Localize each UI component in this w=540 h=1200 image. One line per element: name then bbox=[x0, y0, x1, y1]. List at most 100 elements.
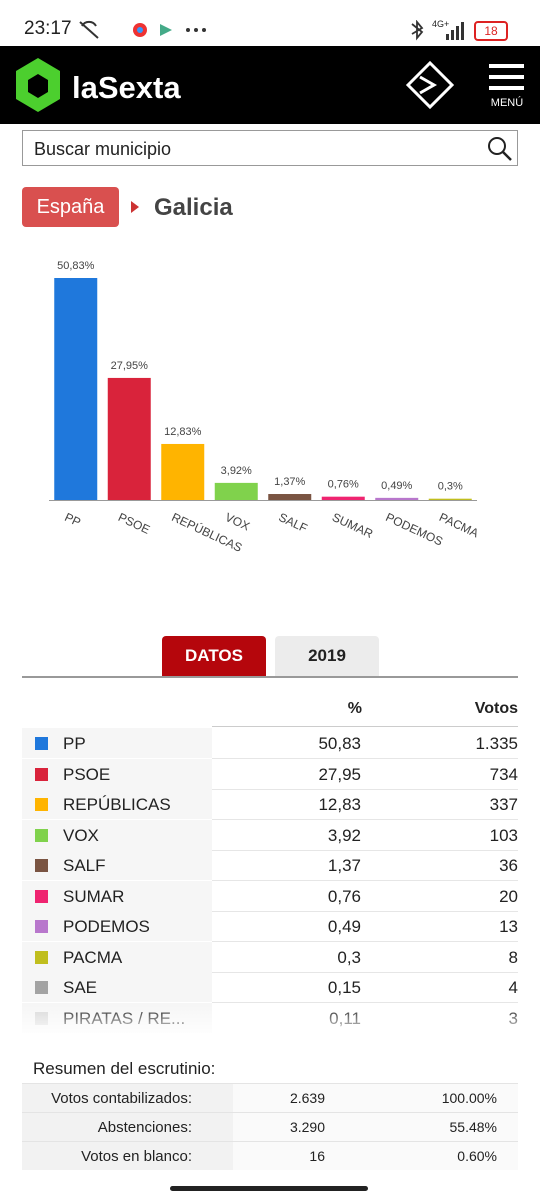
party-name: PP bbox=[63, 734, 86, 753]
x-tick-label: SUMAR bbox=[330, 510, 375, 541]
value-label: 3,92% bbox=[221, 465, 252, 477]
summary-label: Abstenciones: bbox=[97, 1119, 192, 1136]
percent: 0,3 bbox=[337, 947, 361, 967]
party-name: VOX bbox=[63, 825, 99, 845]
bar-chart: 50,83%PP27,95%PSOE12,83%REPÚBLICAS3,92%V… bbox=[49, 260, 481, 555]
percent: 3,92 bbox=[327, 825, 361, 845]
legend-swatch bbox=[35, 889, 48, 903]
summary-percent: 55.48% bbox=[449, 1119, 497, 1135]
legend-swatch bbox=[35, 920, 48, 933]
bar bbox=[54, 278, 98, 500]
breadcrumb-parent[interactable]: España bbox=[22, 187, 119, 227]
status-signal bbox=[411, 20, 464, 41]
tab-underline bbox=[22, 676, 518, 678]
legend-swatch bbox=[35, 981, 48, 994]
bar bbox=[268, 494, 312, 500]
votes: 103 bbox=[489, 825, 518, 845]
row-line bbox=[212, 971, 518, 973]
legend-swatch bbox=[35, 737, 48, 750]
party-name: PACMA bbox=[63, 947, 123, 967]
party-name: PODEMOS bbox=[63, 917, 150, 936]
party-name: PSOE bbox=[63, 764, 111, 784]
row-name-bg bbox=[22, 941, 212, 972]
row-name-bg bbox=[22, 789, 212, 819]
value-label: 27,95% bbox=[111, 360, 149, 372]
percent: 27,95 bbox=[318, 764, 361, 784]
legend-swatch bbox=[35, 767, 48, 781]
summary-label-bg bbox=[22, 1084, 233, 1112]
row-name-bg bbox=[22, 850, 212, 880]
value-label: 12,83% bbox=[164, 426, 202, 438]
x-tick-label: VOX bbox=[223, 510, 252, 533]
percent: 0,49 bbox=[327, 917, 361, 936]
votes: 20 bbox=[499, 886, 518, 906]
status-battery: 18 bbox=[474, 21, 508, 41]
status-network: 4G+ bbox=[432, 19, 450, 29]
brand-name[interactable]: laSexta bbox=[72, 70, 181, 105]
percent: 0,76 bbox=[327, 886, 361, 906]
row-name-bg bbox=[22, 911, 212, 941]
summary-table: Votos contabilizados: 2.639 100.00% Abstenc… bbox=[0, 1083, 540, 1173]
summary-value: 2.639 bbox=[289, 1090, 325, 1106]
app-header: laSexta MENÚ bbox=[0, 46, 540, 124]
votes: 13 bbox=[499, 917, 518, 936]
value-label: 0,49% bbox=[381, 480, 412, 492]
summary-label-bg bbox=[22, 1113, 233, 1141]
search-box[interactable]: Buscar municipio bbox=[22, 130, 518, 166]
party-name: SUMAR bbox=[63, 886, 125, 906]
percent: 1,37 bbox=[327, 856, 361, 875]
summary-value: 3.290 bbox=[289, 1119, 325, 1135]
bar bbox=[375, 497, 419, 500]
votes: 734 bbox=[489, 764, 518, 784]
value-label: 0,3% bbox=[438, 481, 463, 493]
summary-value: 16 bbox=[309, 1148, 325, 1164]
row-name-bg bbox=[22, 880, 212, 911]
search-placeholder: Buscar municipio bbox=[34, 139, 172, 159]
play-icon[interactable] bbox=[404, 60, 456, 110]
menu-label[interactable]: MENÚ bbox=[490, 97, 524, 109]
fade-overlay bbox=[0, 1005, 540, 1033]
votes: 1.335 bbox=[475, 734, 518, 753]
legend-swatch bbox=[35, 859, 48, 872]
home-indicator bbox=[170, 1186, 368, 1191]
row-line bbox=[212, 849, 518, 851]
summary-label-bg bbox=[22, 1142, 233, 1170]
bar bbox=[161, 443, 205, 500]
votes: 4 bbox=[508, 978, 518, 997]
row-line bbox=[212, 819, 518, 820]
row-line bbox=[212, 941, 518, 942]
percent: 0,15 bbox=[327, 978, 361, 997]
row-name-bg bbox=[22, 972, 212, 1002]
results-table: PP 50,83 1.335 PSOE 27,95 734 REPÚBLICAS 12,83 3… bbox=[0, 728, 540, 1033]
summary-percent: 100.00% bbox=[441, 1090, 497, 1106]
row-line bbox=[212, 758, 518, 759]
menu-icon[interactable] bbox=[489, 62, 525, 92]
votes: 36 bbox=[499, 856, 518, 875]
legend-swatch bbox=[35, 828, 48, 842]
summary-label: Votos contabilizados: bbox=[51, 1090, 192, 1107]
tab[interactable]: 2019 bbox=[275, 636, 379, 676]
status-time: 23:17 bbox=[24, 18, 72, 39]
bar bbox=[107, 377, 151, 500]
breadcrumb-arrow bbox=[131, 201, 139, 213]
brand-logo[interactable] bbox=[12, 56, 64, 114]
x-tick-label: PP bbox=[62, 510, 82, 529]
bar bbox=[428, 498, 472, 500]
row-line bbox=[212, 1002, 518, 1003]
table-header: Votos bbox=[474, 700, 518, 717]
row-line bbox=[212, 788, 518, 790]
search-icon[interactable] bbox=[487, 136, 513, 162]
votes: 8 bbox=[508, 947, 518, 967]
votes: 337 bbox=[489, 795, 518, 814]
row-name-bg bbox=[22, 728, 212, 758]
table-header: % bbox=[347, 700, 362, 717]
x-tick-label: PODEMOS bbox=[383, 510, 445, 549]
value-label: 50,83% bbox=[57, 260, 95, 272]
party-name: SALF bbox=[63, 856, 106, 875]
legend-swatch bbox=[35, 798, 48, 811]
party-name: SAE bbox=[63, 978, 98, 997]
row-line bbox=[212, 910, 518, 912]
row-name-bg bbox=[22, 758, 212, 789]
tab-active[interactable]: DATOS bbox=[162, 636, 266, 676]
